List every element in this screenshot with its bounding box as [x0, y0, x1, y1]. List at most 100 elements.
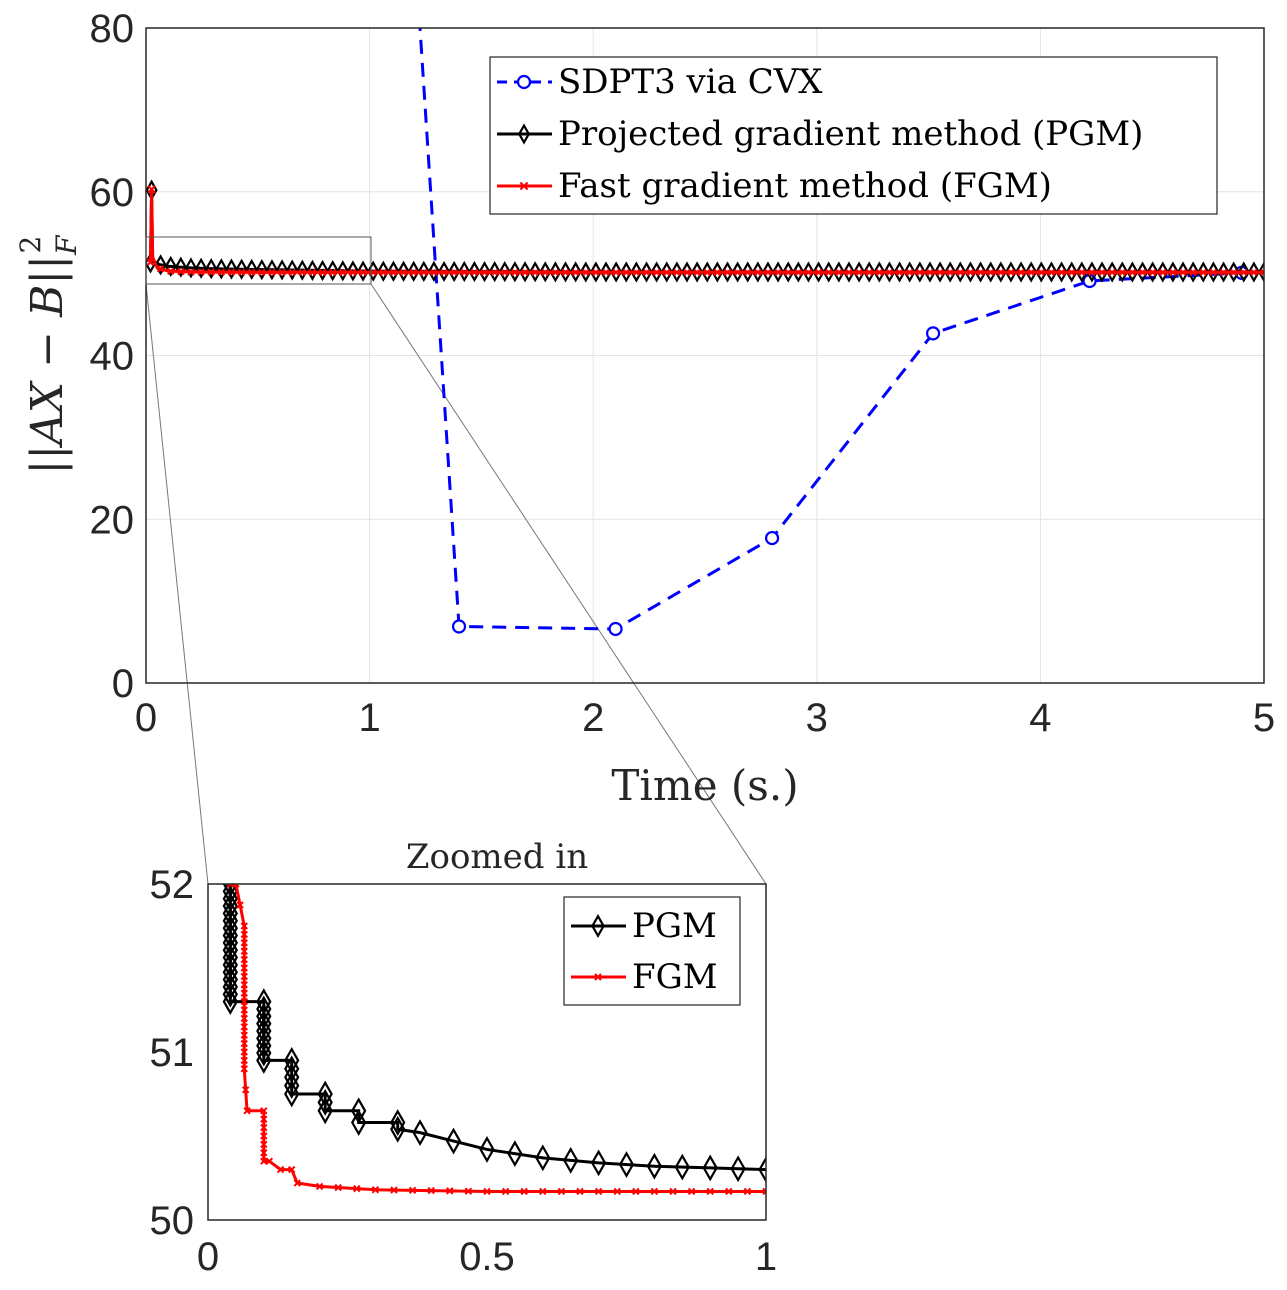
data-point-sdpt3 [764, 530, 780, 546]
data-point-fgm [450, 268, 458, 277]
data-point-pgm [478, 260, 491, 283]
data-point-pgm [741, 261, 754, 283]
inset-legend-label-fgm: FGM [632, 957, 718, 997]
data-point-fgm [602, 268, 610, 277]
data-point-sdpt3 [608, 621, 623, 637]
inset-data-point-fgm [265, 1157, 274, 1165]
inset-data-point-fgm [260, 1132, 268, 1140]
y-axis-label-subscript: F [50, 234, 83, 256]
inset-data-point-fgm [260, 1157, 268, 1165]
inset-data-point-pgm [563, 1146, 579, 1174]
inset-data-point-pgm [284, 1046, 300, 1074]
data-point-pgm [1247, 261, 1260, 283]
data-point-fgm [288, 268, 296, 277]
legend-marker-sdpt3 [516, 74, 532, 90]
data-point-fgm [1240, 268, 1248, 277]
inset-data-point-pgm [350, 1097, 367, 1125]
inset-data-point-pgm [702, 1154, 718, 1182]
data-point-fgm [511, 268, 519, 277]
inset-data-point-pgm [445, 1127, 462, 1155]
data-point-pgm [356, 260, 370, 282]
inset-data-point-pgm [222, 973, 238, 1001]
data-point-fgm [582, 268, 590, 277]
main-x-tick-label: 2 [582, 696, 604, 740]
inset-series [222, 884, 766, 1196]
data-point-pgm [954, 261, 967, 283]
inset-data-point-fgm [260, 1140, 268, 1149]
inset-data-point-fgm [632, 1187, 640, 1196]
data-point-pgm [326, 260, 339, 282]
data-point-fgm [764, 268, 772, 277]
data-point-pgm [761, 261, 775, 283]
inset-data-point-pgm [284, 1080, 300, 1108]
inset-data-point-pgm [390, 1115, 406, 1143]
data-point-pgm [488, 261, 501, 283]
inset-data-point-fgm [650, 1187, 659, 1196]
data-point-fgm [733, 268, 742, 277]
inset-y-tick-label: 51 [150, 1031, 195, 1075]
main-y-tick-label: 20 [90, 498, 135, 542]
inset-data-point-fgm [371, 1186, 380, 1194]
data-point-fgm [571, 268, 580, 277]
inset-data-point-fgm [243, 1107, 251, 1115]
data-point-fgm [268, 268, 276, 277]
data-point-fgm [956, 268, 965, 277]
inset-data-point-fgm [315, 1182, 324, 1191]
main-x-axis-label: Time (s.) [611, 761, 798, 810]
data-point-fgm [784, 268, 792, 277]
data-point-pgm [1035, 261, 1048, 283]
data-point-fgm [420, 268, 428, 277]
inset-data-point-fgm [539, 1187, 547, 1196]
data-point-fgm [976, 268, 985, 277]
inset-data-point-fgm [293, 1179, 301, 1187]
data-point-fgm [460, 268, 468, 277]
inset-data-point-pgm [317, 1097, 333, 1125]
inset-data-point-pgm [646, 1152, 663, 1180]
data-point-pgm [529, 261, 542, 283]
inset-tick-labels: 0 0.5 1 50 51 52 [150, 863, 778, 1279]
inset-data-point-pgm [350, 1109, 367, 1136]
main-series [146, 28, 1264, 637]
inset-title: Zoomed in [406, 837, 588, 877]
main-y-tick-label: 80 [90, 7, 135, 51]
data-point-pgm [437, 260, 451, 283]
data-point-fgm [1067, 268, 1076, 277]
data-point-pgm [184, 257, 198, 279]
data-point-pgm [873, 261, 886, 283]
data-point-pgm [701, 261, 714, 283]
inset-data-point-fgm [408, 1186, 417, 1195]
data-point-fgm [430, 268, 438, 277]
inset-data-point-fgm [232, 884, 240, 888]
inset-data-point-fgm [464, 1187, 473, 1195]
data-point-fgm [855, 268, 863, 277]
data-point-pgm [670, 261, 683, 283]
data-point-pgm [154, 254, 167, 276]
main-plot-frame [145, 27, 1265, 684]
data-point-fgm [1260, 268, 1264, 277]
inset-data-point-fgm [226, 884, 235, 888]
legend-label-sdpt3: SDPT3 via CVX [558, 62, 823, 102]
inset-data-point-fgm [390, 1186, 398, 1194]
data-point-fgm [693, 268, 701, 277]
inset-legend-label-pgm: PGM [632, 906, 717, 946]
data-point-fgm [642, 268, 651, 277]
data-point-fgm [905, 268, 914, 277]
data-point-pgm [1004, 261, 1017, 283]
inset-data-point-pgm [284, 1072, 300, 1100]
main-x-tick-label: 3 [806, 696, 828, 740]
data-point-pgm [832, 261, 845, 283]
inset-series-line-pgm [228, 884, 766, 1172]
data-point-pgm [306, 259, 319, 281]
data-point-pgm [751, 261, 764, 283]
inset-data-point-fgm [557, 1187, 566, 1196]
inset-data-point-pgm [256, 1032, 272, 1060]
data-point-fgm [986, 268, 995, 277]
data-point-pgm [1227, 261, 1240, 283]
data-point-fgm [926, 268, 934, 277]
data-point-pgm [680, 261, 694, 283]
inset-legend-samples [571, 913, 626, 981]
inset-data-point-fgm [260, 1149, 268, 1157]
inset-data-point-pgm [222, 988, 238, 1016]
data-point-pgm [1065, 261, 1078, 283]
